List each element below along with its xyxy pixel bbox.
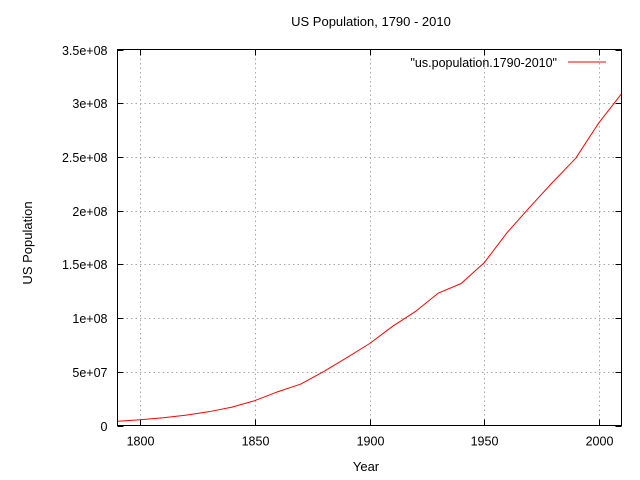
y-tick-label-6: 3e+08 — [72, 97, 107, 111]
series-line-0 — [117, 93, 622, 422]
y-tick-label-0: 0 — [101, 420, 108, 434]
axis-ticks: 1800 1850 1900 1950 2000 0 5e+07 1e+08 1.5e+08 2e… — [62, 44, 622, 449]
chart-title: US Population, 1790 - 2010 — [291, 14, 451, 29]
y-tick-label-4: 2e+08 — [72, 205, 107, 219]
legend: "us.population.1790-2010" — [411, 56, 606, 70]
plot-frame — [117, 49, 622, 426]
y-tick-label-1: 5e+07 — [72, 366, 107, 380]
y-axis-label: US Population — [20, 201, 35, 284]
y-tick-label-3: 1.5e+08 — [62, 258, 108, 272]
y-tick-label-7: 3.5e+08 — [62, 44, 108, 58]
series-layer — [117, 93, 622, 422]
legend-entry-label: "us.population.1790-2010" — [411, 56, 558, 70]
grid — [117, 49, 622, 426]
x-tick-label-1900: 1900 — [357, 435, 385, 449]
y-tick-label-5: 2.5e+08 — [62, 151, 108, 165]
x-tick-label-1950: 1950 — [471, 435, 499, 449]
x-axis-label: Year — [353, 459, 380, 474]
y-tick-label-2: 1e+08 — [72, 312, 107, 326]
x-tick-label-2000: 2000 — [586, 435, 614, 449]
x-tick-label-1800: 1800 — [127, 435, 155, 449]
x-tick-label-1850: 1850 — [242, 435, 270, 449]
